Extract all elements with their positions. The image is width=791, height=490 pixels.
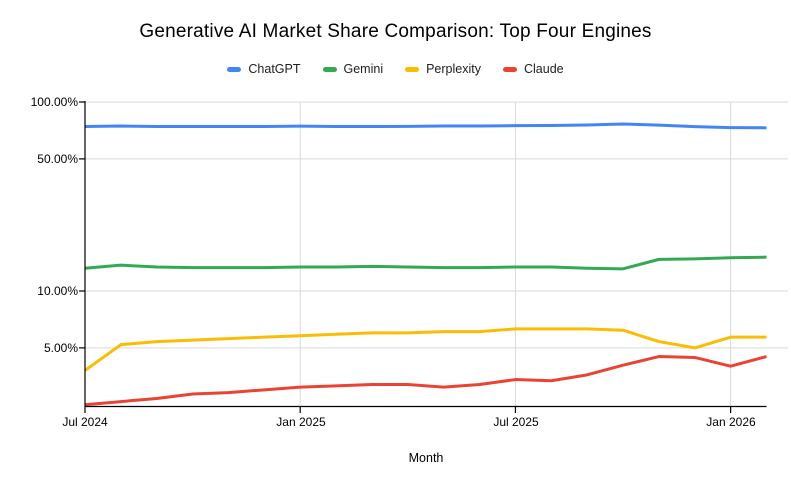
series-line-claude <box>84 355 767 407</box>
x-axis-title: Month <box>408 451 444 465</box>
legend-item-perplexity[interactable]: Perplexity <box>405 62 481 76</box>
legend-swatch-claude <box>502 66 517 72</box>
y-tick-label-10: 10.00% <box>37 284 78 298</box>
x-tick-label-jul2025: Jul 2025 <box>493 415 539 429</box>
y-tick-label-50: 50.00% <box>37 152 78 166</box>
chart-title: Generative AI Market Share Comparison: T… <box>139 21 652 42</box>
legend-label: Perplexity <box>426 62 481 76</box>
x-tick-label-jan2025: Jan 2025 <box>276 415 326 429</box>
legend-swatch-perplexity <box>405 66 420 72</box>
series-line-perplexity <box>84 327 767 372</box>
legend-item-gemini[interactable]: Gemini <box>322 62 384 76</box>
y-tick-label-100: 100.00% <box>30 95 78 109</box>
legend: ChatGPT Gemini Perplexity Claude <box>0 62 791 76</box>
series-line-chatgpt <box>84 122 767 130</box>
series-line-gemini <box>84 255 767 271</box>
x-tick-label-jan2026: Jan 2026 <box>706 415 756 429</box>
legend-swatch-gemini <box>322 66 337 72</box>
legend-item-chatgpt[interactable]: ChatGPT <box>227 62 301 76</box>
legend-label: ChatGPT <box>248 62 301 76</box>
legend-swatch-chatgpt <box>227 66 242 72</box>
legend-label: Gemini <box>343 62 384 76</box>
legend-label: Claude <box>523 62 564 76</box>
legend-item-claude[interactable]: Claude <box>502 62 564 76</box>
x-tick-label-jul2024: Jul 2024 <box>62 415 108 429</box>
y-tick-label-5: 5.00% <box>43 341 78 355</box>
